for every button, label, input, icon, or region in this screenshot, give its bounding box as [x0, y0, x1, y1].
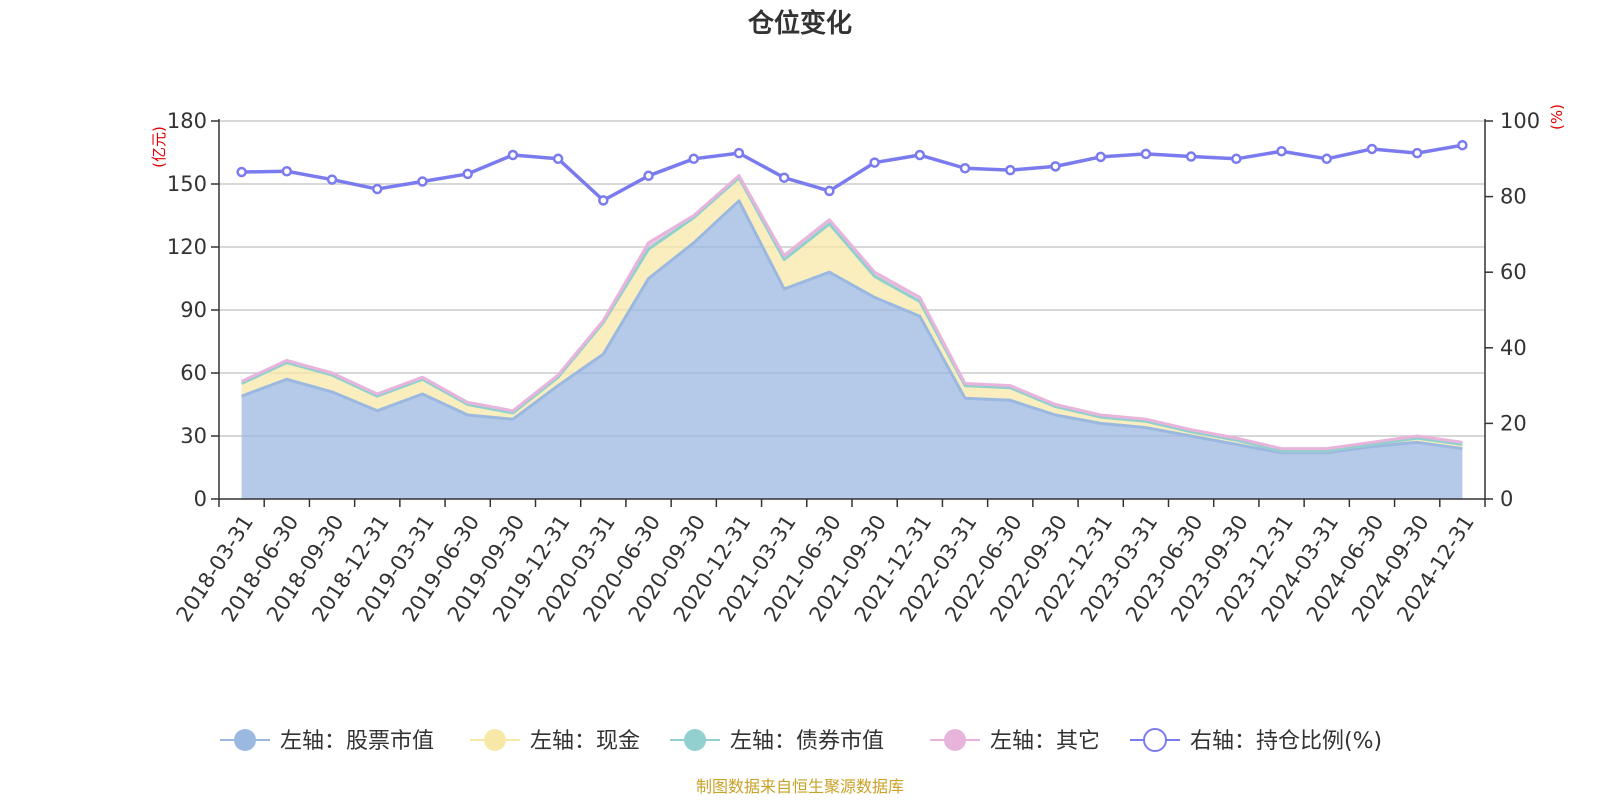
legend-item: 左轴：股票市值	[220, 729, 434, 754]
ratio-point	[417, 176, 428, 187]
ratio-point	[372, 183, 383, 195]
legend-marker	[684, 729, 706, 751]
ratio-point	[507, 149, 519, 161]
legend: 左轴：股票市值 左轴：现金 左轴：债券市值 左轴：其它 右轴：持仓比例(%)	[220, 728, 1382, 754]
ratio-point	[281, 166, 293, 177]
ratio-point	[1185, 151, 1197, 162]
ratio-point	[1005, 164, 1016, 176]
ratio-point	[824, 185, 835, 197]
ratio-point	[1276, 145, 1287, 157]
right-axis-tick-label: 100	[1500, 109, 1540, 133]
ratio-point	[598, 195, 609, 206]
left-axis-tick-label: 60	[180, 361, 207, 385]
ratio-point	[778, 172, 790, 183]
ratio-point	[1411, 147, 1423, 159]
legend-label: 左轴：债券市值	[730, 729, 884, 754]
ratio-point	[326, 174, 338, 185]
ratio-line-series	[236, 139, 1468, 206]
legend-marker	[944, 729, 966, 751]
legend-marker	[234, 729, 256, 751]
ratio-line	[241, 143, 1463, 203]
ratio-point	[1140, 148, 1152, 160]
legend-item: 左轴：债券市值	[670, 729, 884, 754]
ratio-point	[1050, 161, 1061, 172]
legend-item: 右轴：持仓比例(%)	[1130, 728, 1382, 754]
left-axis-unit: (亿元)	[150, 126, 168, 168]
right-axis-tick-label: 40	[1500, 336, 1527, 360]
ratio-point	[1321, 153, 1332, 165]
ratio-point	[643, 170, 654, 182]
left-axis-tick-label: 150	[167, 172, 207, 196]
left-axis-tick-label: 120	[167, 235, 207, 259]
legend-label: 左轴：股票市值	[280, 729, 434, 754]
ratio-point	[1231, 153, 1242, 165]
ratio-point	[869, 157, 880, 168]
stacked-areas	[240, 174, 1463, 500]
ratio-point	[1366, 143, 1378, 155]
right-axis-tick-label: 80	[1500, 185, 1527, 209]
right-axis-unit: (%)	[1548, 104, 1566, 130]
area-左轴：股票市值	[241, 200, 1463, 500]
ratio-point	[552, 153, 564, 165]
legend-label: 左轴：现金	[530, 729, 640, 754]
ratio-point	[688, 153, 699, 165]
left-axis-tick-label: 0	[194, 487, 207, 511]
legend-label: 左轴：其它	[990, 729, 1100, 754]
chart-title: 仓位变化	[747, 8, 852, 39]
source-note: 制图数据来自恒生聚源数据库	[696, 777, 904, 796]
ratio-point	[733, 147, 745, 159]
area-line-左轴：债券市值	[240, 176, 1463, 453]
ratio-point	[1457, 139, 1468, 151]
ratio-point	[1095, 151, 1106, 163]
ratio-point	[462, 168, 473, 180]
ratio-point	[236, 166, 247, 178]
right-axis-tick-label: 20	[1500, 411, 1527, 435]
legend-item: 左轴：现金	[470, 729, 640, 754]
legend-label: 右轴：持仓比例(%)	[1190, 729, 1382, 754]
left-axis-tick-label: 180	[167, 109, 207, 133]
area-line-左轴：股票市值	[241, 199, 1463, 455]
right-axis-tick-label: 0	[1500, 487, 1513, 511]
legend-marker	[1143, 728, 1167, 752]
left-axis-tick-label: 90	[180, 298, 207, 322]
legend-item: 左轴：其它	[930, 729, 1100, 754]
ratio-point	[914, 149, 926, 161]
legend-marker	[484, 729, 506, 751]
right-axis-tick-label: 60	[1500, 260, 1527, 284]
area-line-左轴：其它	[240, 174, 1463, 451]
ratio-point	[959, 163, 971, 174]
left-axis-tick-label: 30	[180, 424, 207, 448]
